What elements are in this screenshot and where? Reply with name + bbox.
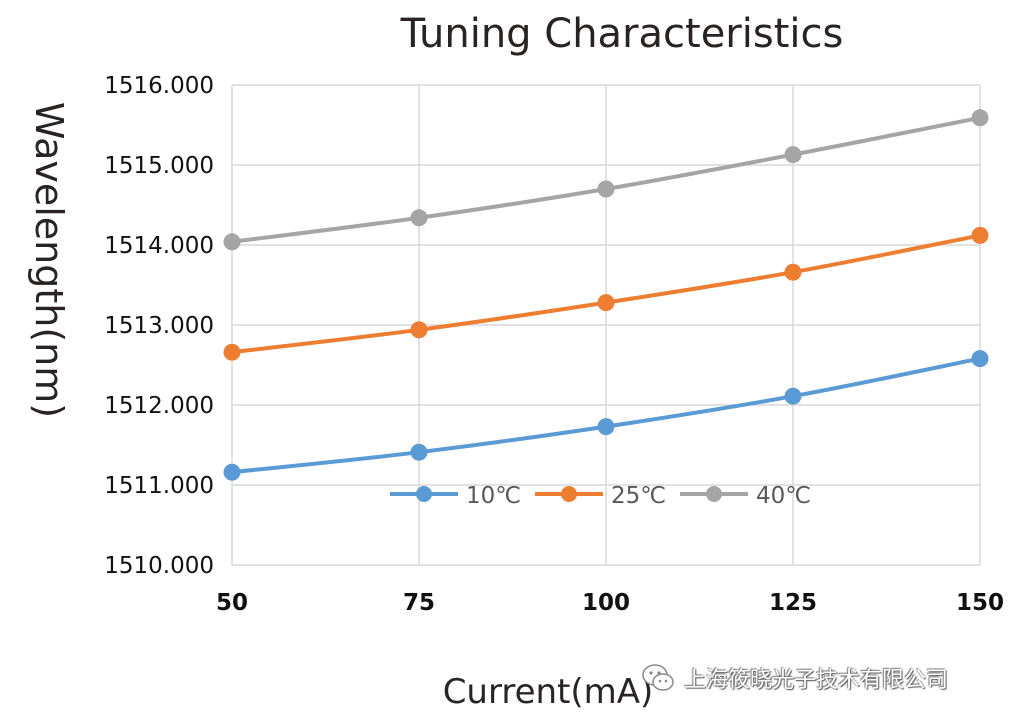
watermark: 上海筱晓光子技术有限公司 bbox=[640, 658, 1000, 698]
x-tick-label: 150 bbox=[956, 590, 1004, 616]
wechat-icon bbox=[642, 664, 674, 691]
y-tick-label: 1516.000 bbox=[104, 73, 214, 99]
y-tick-label: 1514.000 bbox=[104, 233, 214, 259]
data-point bbox=[223, 343, 241, 361]
x-tick-label: 100 bbox=[582, 590, 630, 616]
series-lines bbox=[223, 109, 989, 481]
series-0 bbox=[223, 350, 989, 481]
data-point bbox=[784, 387, 802, 405]
data-point bbox=[410, 443, 428, 461]
data-point bbox=[971, 109, 989, 127]
legend: 10℃ 25℃ 40℃ bbox=[390, 483, 811, 509]
y-tick-label: 1510.000 bbox=[104, 553, 214, 579]
y-tick-label: 1513.000 bbox=[104, 313, 214, 339]
legend-label: 10℃ bbox=[466, 483, 521, 509]
y-tick-labels: 1510.000 1511.000 1512.000 1513.000 1514.000… bbox=[104, 73, 214, 579]
y-axis-label: Wavelength(nm) bbox=[27, 102, 71, 418]
data-point bbox=[597, 418, 615, 436]
data-point bbox=[223, 463, 241, 481]
legend-label: 25℃ bbox=[611, 483, 666, 509]
y-tick-label: 1515.000 bbox=[104, 153, 214, 179]
chart-title: Tuning Characteristics bbox=[400, 11, 844, 57]
data-point bbox=[971, 350, 989, 368]
y-tick-label: 1511.000 bbox=[104, 473, 214, 499]
grid-lines bbox=[231, 84, 981, 566]
data-point bbox=[223, 233, 241, 251]
series-1 bbox=[223, 226, 989, 361]
data-point bbox=[784, 146, 802, 164]
legend-label: 40℃ bbox=[756, 483, 811, 509]
data-point bbox=[410, 209, 428, 227]
legend-marker bbox=[706, 486, 722, 502]
watermark-text: 上海筱晓光子技术有限公司 bbox=[684, 668, 949, 693]
data-point bbox=[971, 226, 989, 244]
x-tick-labels: 50 75 100 125 150 bbox=[216, 590, 1004, 616]
legend-item: 40℃ bbox=[680, 483, 811, 509]
series-2 bbox=[223, 109, 989, 251]
legend-item: 25℃ bbox=[535, 483, 666, 509]
legend-item: 10℃ bbox=[390, 483, 521, 509]
legend-marker bbox=[416, 486, 432, 502]
data-point bbox=[784, 263, 802, 281]
x-axis-label: Current(mA) bbox=[443, 672, 654, 712]
x-tick-label: 125 bbox=[769, 590, 817, 616]
y-tick-label: 1512.000 bbox=[104, 393, 214, 419]
data-point bbox=[597, 180, 615, 198]
x-tick-label: 50 bbox=[216, 590, 248, 616]
data-point bbox=[597, 294, 615, 312]
legend-marker bbox=[561, 486, 577, 502]
x-tick-label: 75 bbox=[403, 590, 435, 616]
data-point bbox=[410, 321, 428, 339]
